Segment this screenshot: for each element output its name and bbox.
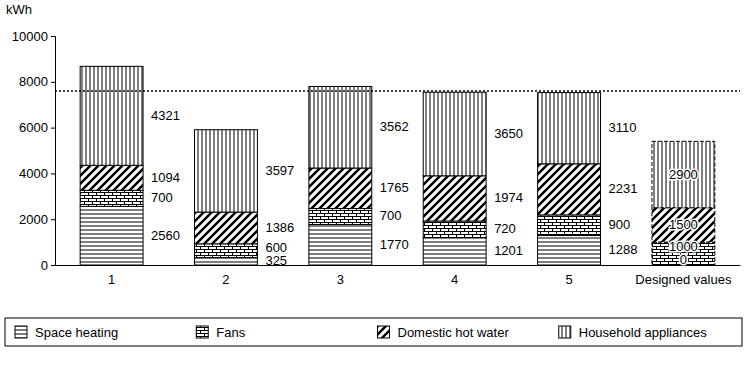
legend-label: Household appliances bbox=[579, 325, 707, 340]
x-tick-label: 3 bbox=[337, 272, 344, 287]
bar-segment bbox=[80, 190, 143, 206]
data-label: 2231 bbox=[608, 181, 637, 196]
bar-segment bbox=[423, 92, 486, 176]
bar-segment bbox=[423, 237, 486, 265]
data-label: 700 bbox=[151, 190, 173, 205]
data-label: 1288 bbox=[608, 242, 637, 257]
y-tick: 4000 bbox=[19, 166, 55, 181]
data-label: 700 bbox=[380, 208, 402, 223]
bar-segment bbox=[652, 141, 715, 207]
reference-line bbox=[55, 90, 740, 92]
bar-segment bbox=[195, 212, 258, 244]
data-label: 600 bbox=[265, 240, 287, 255]
x-tick: 1 bbox=[108, 265, 115, 287]
y-tick-label: 10000 bbox=[12, 29, 48, 44]
data-label: 2900 bbox=[669, 167, 698, 182]
bar-segment bbox=[80, 165, 143, 190]
data-label: 1386 bbox=[265, 220, 294, 235]
x-tick-label: 5 bbox=[565, 272, 572, 287]
legend-box bbox=[5, 318, 742, 346]
x-tick: 3 bbox=[337, 265, 344, 287]
data-label: 3110 bbox=[608, 120, 636, 135]
data-label: 1765 bbox=[380, 180, 409, 195]
bar-segment bbox=[538, 93, 601, 164]
data-label: 325 bbox=[265, 253, 287, 268]
bar-segment bbox=[80, 206, 143, 265]
y-tick: 8000 bbox=[19, 74, 55, 89]
y-tick-mark bbox=[51, 128, 55, 129]
data-label: 1201 bbox=[494, 243, 523, 258]
bar-segment bbox=[309, 208, 372, 224]
bar-segment bbox=[195, 244, 258, 258]
y-tick-mark bbox=[51, 265, 55, 266]
y-tick-mark bbox=[51, 36, 55, 37]
y-tick: 2000 bbox=[19, 212, 55, 227]
x-tick: Designed values bbox=[635, 265, 732, 287]
x-tick: 5 bbox=[565, 265, 572, 287]
legend-label: Fans bbox=[216, 325, 245, 340]
chart: 020004000600080001000012345Designed valu… bbox=[0, 0, 748, 375]
bar-segment bbox=[309, 224, 372, 265]
y-tick-mark bbox=[51, 219, 55, 220]
y-axis: 0 2000 4000 6000 8000 10000 bbox=[12, 29, 56, 273]
y-tick: 6000 bbox=[19, 120, 55, 135]
data-label: 1094 bbox=[151, 170, 180, 185]
x-tick-label: 2 bbox=[222, 272, 229, 287]
data-label: 1500 bbox=[669, 217, 698, 232]
x-tick-label: Designed values bbox=[635, 272, 732, 287]
legend-swatch bbox=[15, 326, 27, 338]
y-tick-label: 8000 bbox=[19, 74, 48, 89]
y-axis-title: kWh bbox=[6, 2, 32, 17]
bar-segment bbox=[538, 164, 601, 215]
data-label: 720 bbox=[494, 221, 516, 236]
bar-segment bbox=[195, 258, 258, 265]
bar-segment bbox=[538, 236, 601, 265]
legend-label: Space heating bbox=[35, 325, 118, 340]
y-tick: 10000 bbox=[12, 29, 55, 44]
legend-swatch bbox=[196, 326, 208, 338]
x-tick: 2 bbox=[222, 265, 229, 287]
data-label: 4321 bbox=[151, 108, 180, 123]
y-tick-mark bbox=[51, 82, 55, 83]
x-tick: 4 bbox=[451, 265, 458, 287]
data-label: 900 bbox=[608, 217, 630, 232]
bar-segment bbox=[423, 221, 486, 237]
y-tick-label: 0 bbox=[41, 258, 48, 273]
data-label: 0 bbox=[680, 252, 687, 267]
y-tick-label: 2000 bbox=[19, 212, 48, 227]
y-tick-mark bbox=[51, 173, 55, 174]
bar-segment bbox=[80, 66, 143, 165]
data-label: 3597 bbox=[265, 163, 294, 178]
data-label: 2560 bbox=[151, 228, 180, 243]
legend-swatch bbox=[378, 326, 390, 338]
x-tick-label: 4 bbox=[451, 272, 458, 287]
bar-segment bbox=[309, 168, 372, 208]
data-label: 1974 bbox=[494, 190, 523, 205]
bar-segment bbox=[538, 215, 601, 236]
y-tick-label: 6000 bbox=[19, 120, 48, 135]
x-axis-line bbox=[56, 265, 741, 266]
bar-segment bbox=[195, 130, 258, 212]
bar-segment bbox=[652, 208, 715, 242]
y-tick-label: 4000 bbox=[19, 166, 48, 181]
bar-segment bbox=[309, 86, 372, 168]
bars bbox=[55, 66, 740, 265]
data-label: 1000 bbox=[669, 239, 698, 254]
y-tick: 0 bbox=[41, 258, 55, 273]
data-label: 3562 bbox=[380, 119, 409, 134]
y-axis-line bbox=[51, 37, 56, 266]
legend-label: Domestic hot water bbox=[398, 325, 510, 340]
data-label: 1770 bbox=[380, 237, 409, 252]
data-label: 3650 bbox=[494, 126, 523, 141]
x-axis: 1 2 3 4 5 Designed values bbox=[56, 265, 741, 287]
legend: Space heating Fans Domestic hot water House… bbox=[5, 318, 742, 346]
bar-segment bbox=[423, 176, 486, 221]
x-tick-label: 1 bbox=[108, 272, 115, 287]
legend-swatch bbox=[559, 326, 571, 338]
data-labels: 2560 700 1094 4321 325600 1386 3597 1770 700 1765… bbox=[151, 108, 698, 268]
